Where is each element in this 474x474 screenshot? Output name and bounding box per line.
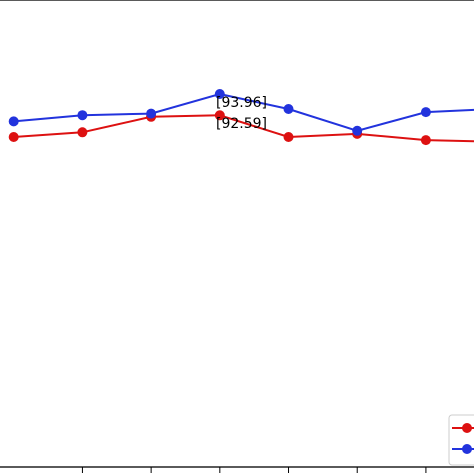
data-point-1-5: [352, 125, 363, 136]
data-point-1-1: [77, 110, 88, 121]
data-point-1-2: [146, 108, 157, 119]
data-point-0-3: [214, 110, 225, 121]
series-line-1: [13, 92, 474, 132]
data-point-0-6: [420, 135, 431, 146]
data-point-0-1: [77, 127, 88, 138]
legend-box: [448, 414, 474, 466]
x-axis-ticks: [81, 467, 427, 473]
legend: [448, 414, 474, 466]
data-point-1-4: [283, 104, 294, 114]
series-line-0: [13, 114, 474, 143]
annotation-max-blue: [93.96]: [216, 95, 267, 111]
annotation-max-red: [92.59]: [216, 116, 267, 132]
legend-marker-blue: [462, 444, 472, 454]
series-lines: [13, 92, 474, 143]
series-points: [8, 89, 431, 146]
data-point-1-0: [8, 116, 19, 127]
data-point-1-6: [420, 107, 431, 118]
data-point-0-4: [283, 132, 294, 142]
legend-marker-red: [462, 423, 472, 433]
data-point-1-3: [214, 89, 225, 99]
data-point-0-0: [8, 132, 19, 142]
